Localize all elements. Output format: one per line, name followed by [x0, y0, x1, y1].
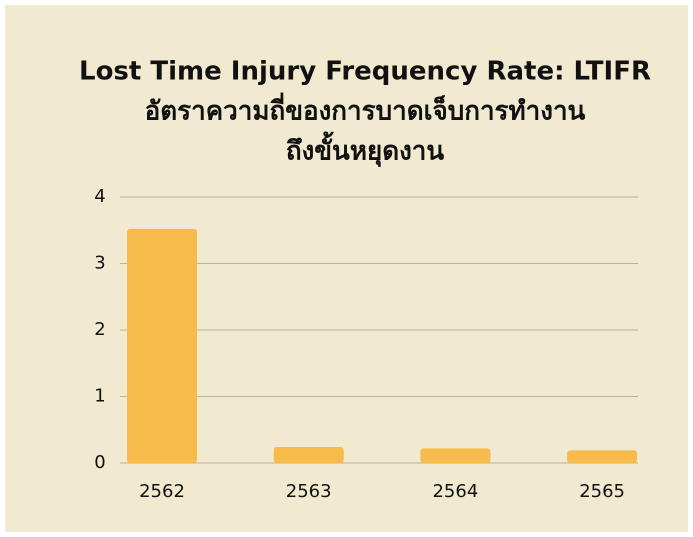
y-tick-label: 1 — [94, 386, 105, 407]
x-tick-label: 2562 — [139, 481, 185, 502]
chart-subtitle: อัตราความถี่ของการบาดเจ็บการทำงาน — [145, 92, 586, 127]
bar — [127, 228, 197, 463]
y-tick-label: 2 — [94, 319, 105, 340]
y-tick-label: 3 — [94, 253, 105, 274]
chart-subtitle: ถึงขั้นหยุดงาน — [286, 131, 445, 168]
x-tick-label: 2564 — [432, 481, 478, 502]
bar — [567, 450, 638, 463]
chart-title: Lost Time Injury Frequency Rate: LTIFR — [79, 57, 651, 87]
bar — [420, 448, 491, 463]
y-tick-label: 0 — [94, 452, 105, 473]
chart-background — [5, 5, 688, 532]
y-tick-label: 4 — [94, 186, 105, 207]
x-tick-label: 2563 — [286, 481, 332, 502]
bar — [273, 447, 344, 463]
x-tick-label: 2565 — [579, 481, 625, 502]
